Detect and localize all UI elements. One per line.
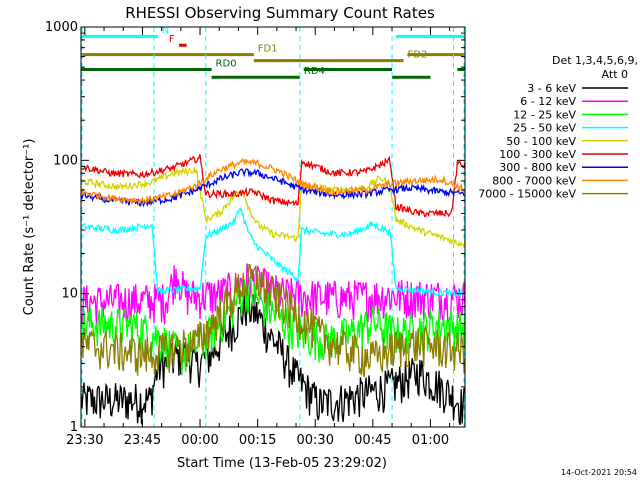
y-tick-label: 100 — [53, 153, 78, 168]
plot-frame — [80, 26, 466, 428]
flag-label-n: N — [162, 25, 169, 36]
legend-label: 7000 - 15000 keV — [478, 188, 576, 201]
footer-timestamp: 14-Oct-2021 20:54 — [561, 468, 637, 477]
legend-label: 6 - 12 keV — [520, 95, 576, 108]
legend-label: 800 - 7000 keV — [492, 174, 576, 187]
flag-label-rd0: RD0 — [216, 59, 237, 70]
series-line-800-7000-kev — [80, 157, 466, 207]
x-tick-label: 00:30 — [297, 433, 334, 448]
legend-label: 300 - 800 keV — [499, 161, 576, 174]
series-line-100-300-kev — [80, 154, 466, 218]
series-line-50-100-kev — [80, 165, 466, 248]
series-line-300-800-kev — [80, 168, 466, 208]
y-axis-label: Count Rate (s⁻¹ detector⁻¹) — [22, 139, 37, 316]
series-line-3-6-kev — [80, 291, 466, 426]
legend-subheader: Att 0 — [602, 68, 628, 81]
x-tick-label: 00:15 — [239, 433, 276, 448]
series-line-25-50-kev — [80, 206, 466, 298]
legend-label: 100 - 300 keV — [499, 148, 576, 161]
y-tick-label: 10 — [61, 287, 78, 302]
x-tick-label: 00:00 — [181, 433, 218, 448]
series-layer — [80, 154, 466, 426]
legend-label: 3 - 6 keV — [527, 82, 576, 95]
x-tick-label: 01:00 — [412, 433, 449, 448]
series-line-7000-15000-kev — [80, 263, 466, 377]
x-tick-label: 23:30 — [66, 433, 103, 448]
legend-header: Det 1,3,4,5,6,9, — [552, 54, 638, 67]
x-axis-label: Start Time (13-Feb-05 23:29:02) — [177, 456, 387, 471]
legend-label: 50 - 100 keV — [506, 135, 576, 148]
legend-label: 12 - 25 keV — [513, 108, 576, 121]
series-line-6-12-kev — [80, 263, 466, 326]
flag-bars-layer: NF FD1 FD2 RD0 RD4 — [81, 25, 465, 79]
flag-label-fd2: FD2 — [408, 50, 428, 61]
legend-label: 25 - 50 keV — [513, 122, 576, 135]
chart-title: RHESSI Observing Summary Count Rates — [125, 4, 435, 22]
x-tick-label: 00:45 — [354, 433, 391, 448]
x-tick-label: 23:45 — [124, 433, 161, 448]
flag-label-fd1: FD1 — [258, 44, 278, 55]
flag-label-rd4: RD4 — [304, 66, 325, 77]
y-tick-label: 1 — [70, 420, 78, 435]
y-tick-label: 1000 — [45, 20, 78, 35]
flag-label-f: F — [169, 34, 175, 45]
axes-layer: 1 10 100 1000 23:30 23:45 00:00 00:15 00:30 00:45… — [45, 20, 465, 448]
